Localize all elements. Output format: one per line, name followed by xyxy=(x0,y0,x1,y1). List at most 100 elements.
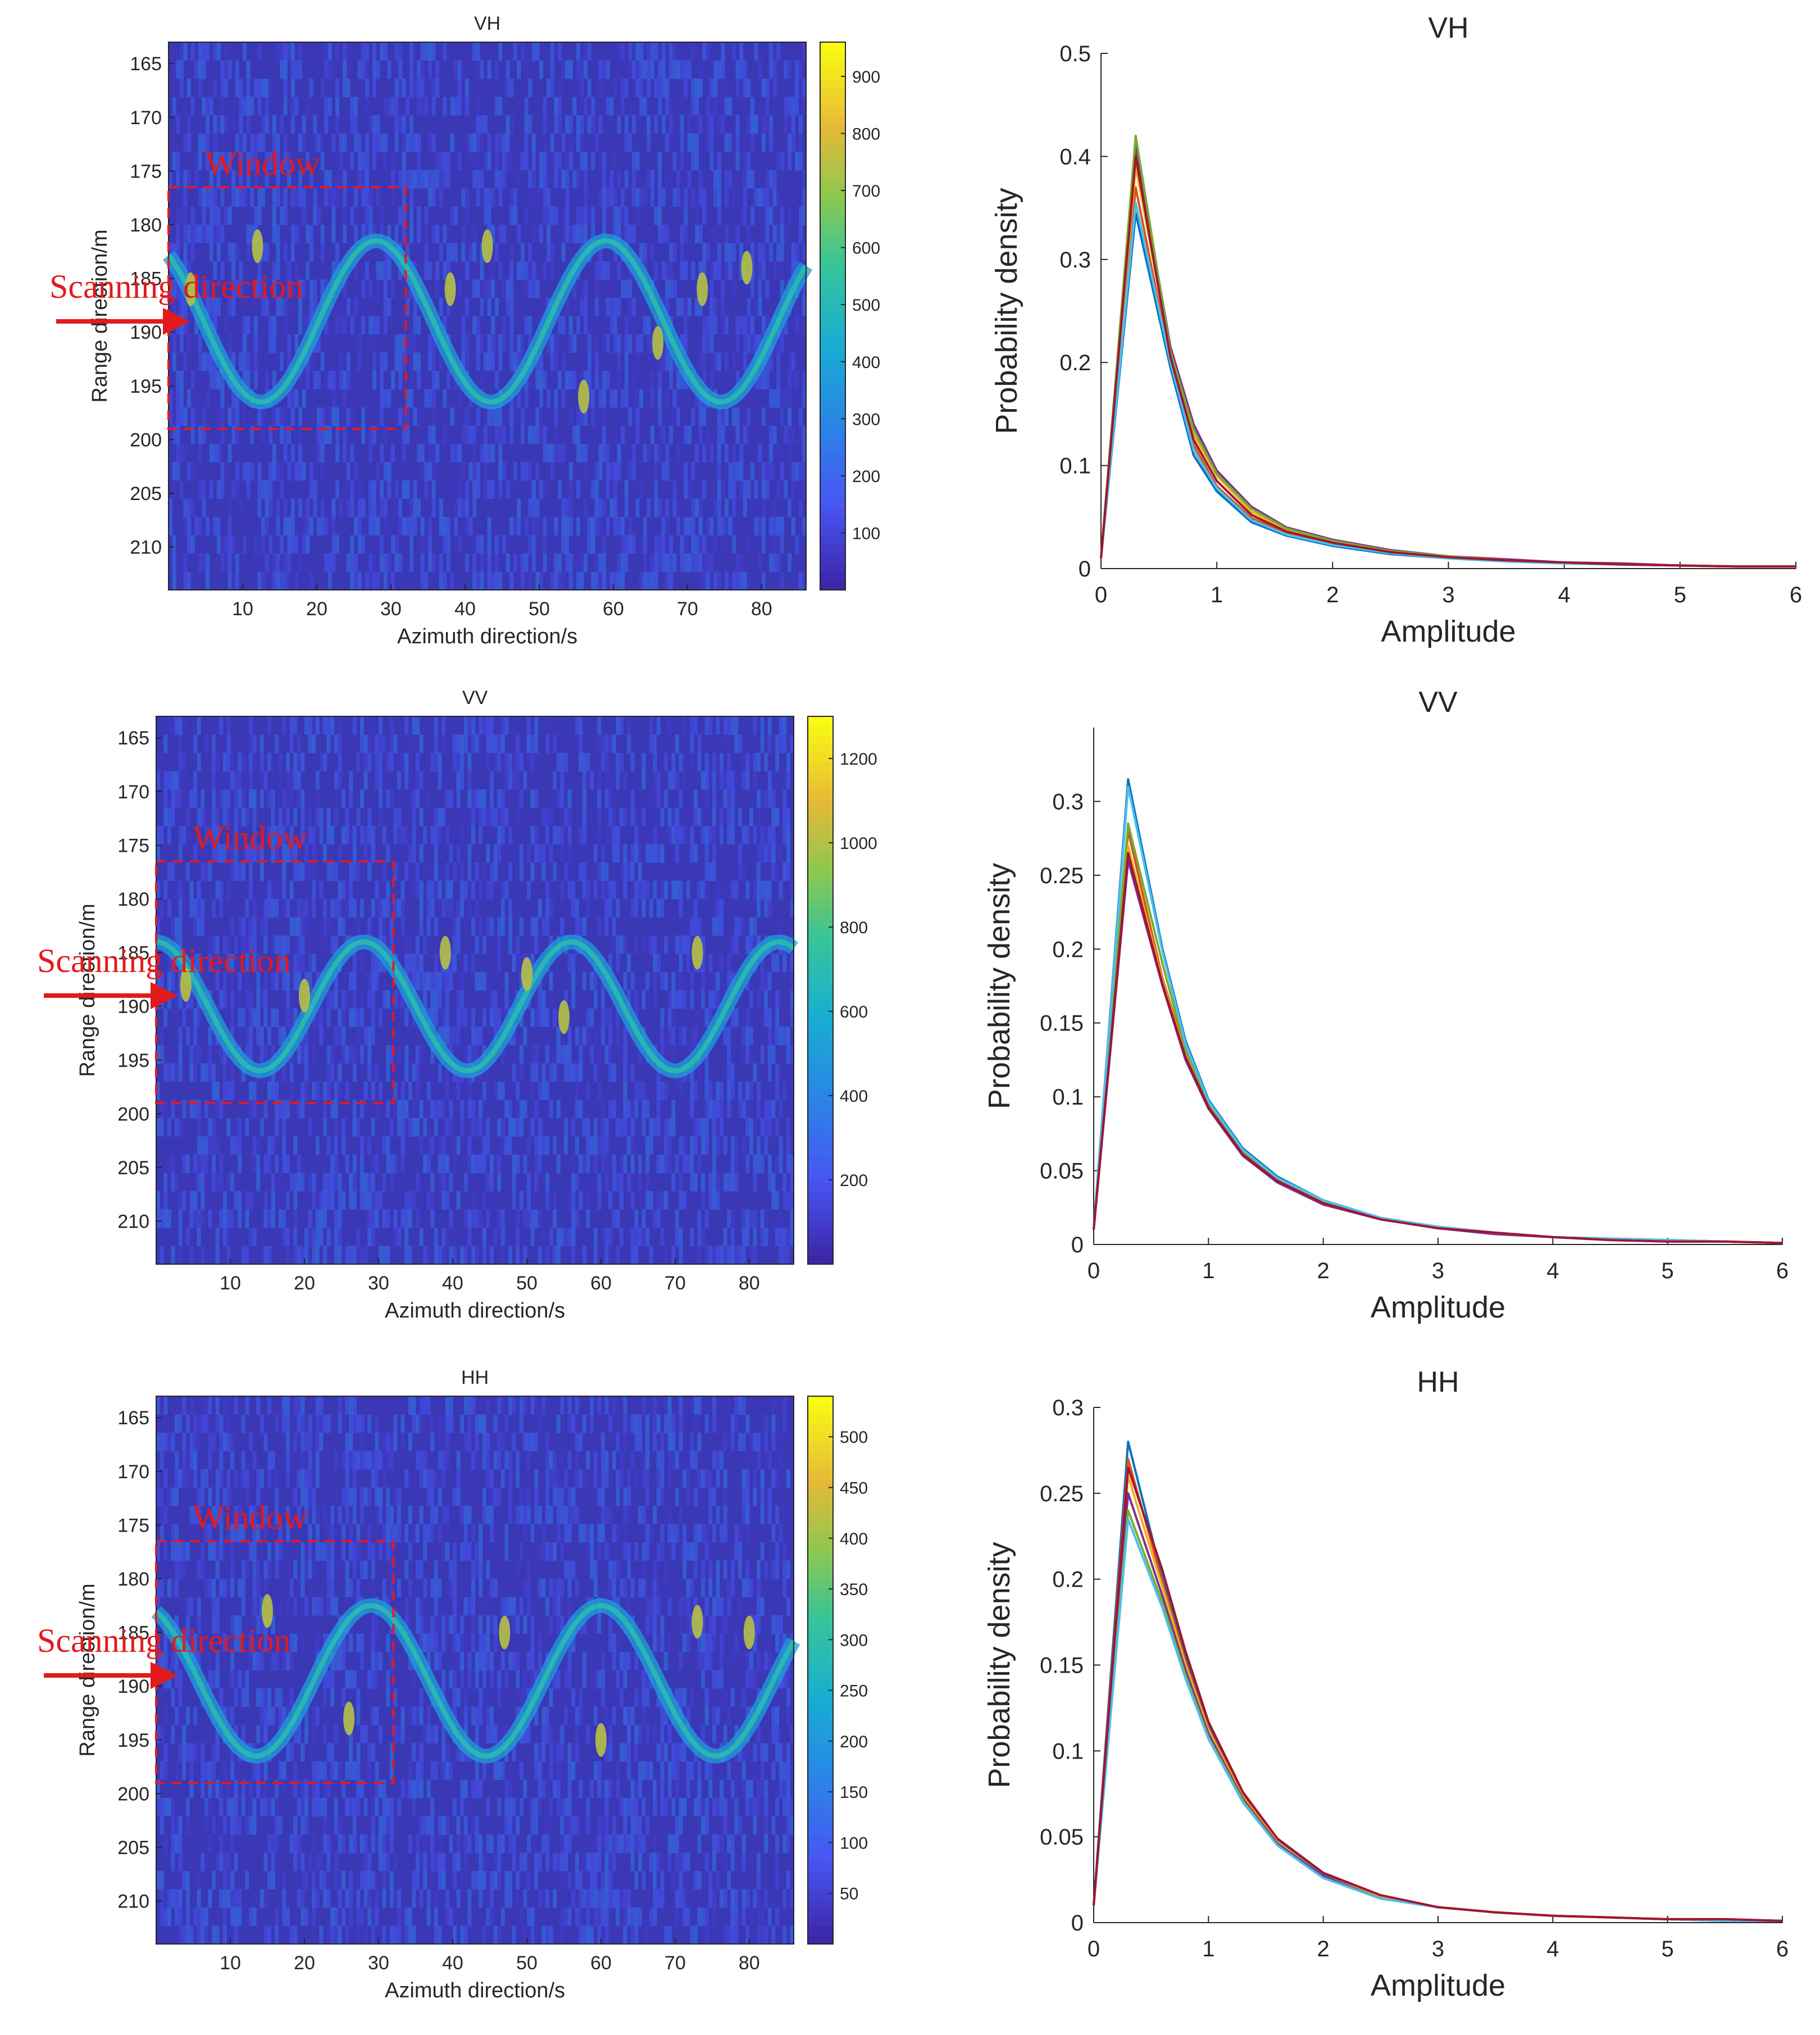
speckle-cell xyxy=(531,517,536,535)
speckle-cell xyxy=(365,225,369,243)
speckle-cell xyxy=(609,462,614,481)
speckle-cell xyxy=(586,1209,590,1228)
speckle-cell xyxy=(634,1209,639,1228)
speckle-cell xyxy=(293,953,298,973)
speckle-cell xyxy=(276,170,280,189)
speckle-cell xyxy=(419,1100,424,1119)
speckle-cell xyxy=(545,1045,549,1064)
speckle-cell xyxy=(738,844,743,863)
speckle-cell xyxy=(584,279,588,298)
speckle-cell xyxy=(616,844,620,863)
speckle-cell xyxy=(363,1082,368,1100)
speckle-cell xyxy=(427,188,433,207)
speckle-cell xyxy=(501,826,505,844)
speckle-cell xyxy=(472,480,477,499)
speckle-cell xyxy=(769,352,774,371)
speckle-cell xyxy=(664,972,668,991)
speckle-cell xyxy=(602,407,607,426)
speckle-cell xyxy=(494,152,499,170)
speckle-cell xyxy=(472,462,477,481)
speckle-cell xyxy=(780,462,784,481)
speckle-cell xyxy=(675,1155,679,1173)
speckle-cell xyxy=(549,1063,553,1082)
speckle-cell xyxy=(494,170,499,189)
speckle-cell xyxy=(205,115,210,134)
speckle-cell xyxy=(701,880,706,900)
speckle-cell xyxy=(579,1100,583,1119)
speckle-cell xyxy=(623,935,627,954)
speckle-cell xyxy=(434,734,439,753)
speckle-cell xyxy=(672,498,677,517)
speckle-cell xyxy=(278,753,283,771)
speckle-cell xyxy=(489,1246,494,1265)
speckle-cell xyxy=(293,917,298,936)
speckle-cell xyxy=(375,899,379,917)
speckle-cell xyxy=(565,188,570,207)
speckle-cell xyxy=(493,1009,498,1027)
speckle-cell xyxy=(215,1246,220,1265)
speckle-cell xyxy=(524,571,529,590)
speckle-cell xyxy=(671,1045,676,1064)
speckle-cell xyxy=(661,188,666,207)
speckle-cell xyxy=(186,462,192,481)
speckle-cell xyxy=(231,279,236,298)
speckle-cell xyxy=(309,279,313,298)
speckle-cell xyxy=(449,1209,453,1228)
speckle-cell xyxy=(602,553,607,572)
speckle-cell xyxy=(656,844,661,863)
speckle-cell xyxy=(382,862,386,881)
colorbar-segment xyxy=(820,124,845,134)
speckle-cell xyxy=(509,298,514,316)
speckle-cell xyxy=(294,188,299,207)
speckle-cell xyxy=(649,1026,653,1046)
speckle-cell xyxy=(739,571,744,590)
speckle-cell xyxy=(635,79,640,97)
x-tick-label: 1 xyxy=(1202,1259,1214,1283)
speckle-cell xyxy=(248,880,253,900)
speckle-cell xyxy=(671,807,676,826)
speckle-cell xyxy=(169,170,173,189)
speckle-cell xyxy=(530,789,535,808)
speckle-cell xyxy=(241,771,245,790)
speckle-cell xyxy=(641,935,646,954)
speckle-cell xyxy=(519,972,524,991)
speckle-cell xyxy=(568,517,573,535)
speckle-cell xyxy=(767,972,772,991)
speckle-cell xyxy=(308,1209,312,1228)
speckle-cell xyxy=(380,553,384,572)
speckle-cell xyxy=(645,844,650,863)
speckle-cell xyxy=(260,1026,264,1046)
speckle-cell xyxy=(193,1045,198,1064)
speckle-cell xyxy=(757,1155,761,1173)
speckle-cell xyxy=(764,1118,768,1137)
speckle-cell xyxy=(424,42,429,61)
speckle-cell xyxy=(406,298,410,316)
speckle-cell xyxy=(367,862,372,881)
speckle-cell xyxy=(671,880,676,900)
speckle-cell xyxy=(179,206,184,225)
speckle-cell xyxy=(343,42,347,61)
speckle-cell xyxy=(397,1045,402,1064)
speckle-cell xyxy=(260,771,264,790)
y-tick-label: 0.15 xyxy=(1040,1011,1084,1036)
speckle-cell xyxy=(443,316,447,335)
speckle-cell xyxy=(520,152,525,170)
speckle-cell xyxy=(591,517,595,535)
speckle-cell xyxy=(631,188,636,207)
speckle-cell xyxy=(650,42,654,61)
speckle-cell xyxy=(479,880,483,900)
speckle-cell xyxy=(656,1118,661,1137)
speckle-cell xyxy=(720,753,724,771)
vh-pdf-xlabel: Amplitude xyxy=(1381,615,1516,648)
speckle-cell xyxy=(335,97,340,116)
speckle-cell xyxy=(316,444,321,462)
speckle-cell xyxy=(420,535,425,554)
speckle-cell xyxy=(604,880,609,900)
speckle-cell xyxy=(754,42,758,61)
speckle-cell xyxy=(361,425,366,444)
speckle-cell xyxy=(702,261,707,280)
speckle-cell xyxy=(489,1155,494,1173)
speckle-cell xyxy=(312,1228,316,1246)
speckle-cell xyxy=(290,298,295,316)
speckle-cell xyxy=(724,243,729,262)
